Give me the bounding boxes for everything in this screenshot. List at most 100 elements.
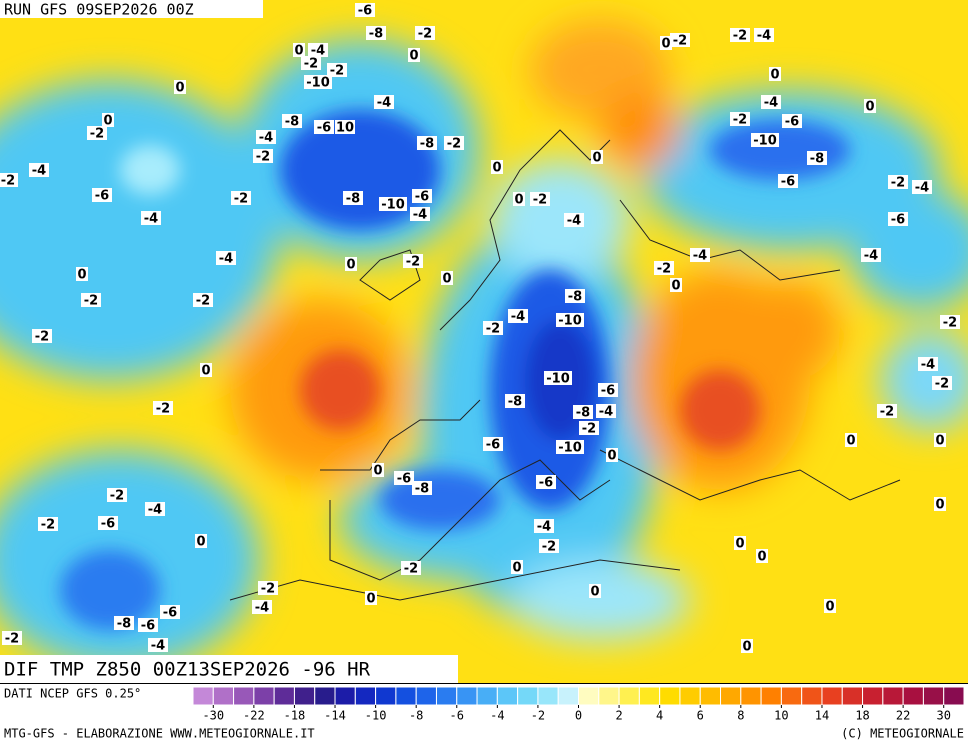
colorbar-swatch [821, 686, 843, 706]
contour-label-box [888, 175, 908, 189]
contour-label: -6 [486, 438, 500, 453]
contour-label-box [412, 481, 432, 495]
colorbar-swatch [293, 686, 316, 706]
contour-label: 0 [935, 434, 944, 449]
colorbar-swatch [862, 686, 884, 706]
colorbar-tick-label: -4 [490, 709, 504, 723]
contour-label: -4 [599, 405, 613, 420]
contour-label-box [174, 80, 186, 94]
contour-label-box [912, 180, 932, 194]
contour-label-box [401, 561, 421, 575]
contour-label: -4 [915, 181, 929, 196]
contour-label: -6 [891, 213, 905, 228]
contour-label-box [932, 376, 952, 390]
contour-label-box [252, 600, 272, 614]
contour-label-box [365, 591, 377, 605]
contour-label: -2 [406, 255, 420, 270]
contour-label: -8 [346, 192, 360, 207]
contour-label: 0 [175, 81, 184, 96]
contour-label: -4 [413, 208, 427, 223]
contour-label-box [598, 383, 618, 397]
colorbar-swatch [314, 686, 336, 706]
colorbar-swatch [801, 686, 823, 706]
contour-label-box [483, 437, 503, 451]
colorbar-swatch [882, 686, 904, 706]
contour-label: 0 [742, 640, 751, 655]
contour-label-box [877, 404, 897, 418]
contour-label-box [81, 293, 101, 307]
contour-label-box [102, 113, 114, 127]
contour-label-box [861, 248, 881, 262]
contour-label: -4 [144, 212, 158, 227]
contour-label-box [660, 36, 672, 50]
contour-label-box [38, 517, 58, 531]
colorbar-swatch [780, 686, 803, 706]
colorbar-swatch [415, 686, 437, 706]
colorbar-swatch [659, 686, 681, 706]
contour-label-box [505, 394, 525, 408]
contour-label: 0 [607, 449, 616, 464]
colorbar-tick-label: -18 [284, 709, 306, 723]
colorbar-swatch [699, 686, 722, 706]
colorbar-swatch [537, 686, 559, 706]
contour-label: -2 [733, 113, 747, 128]
contour-label: -2 [41, 518, 55, 533]
contour-label-box [394, 471, 414, 485]
contour-label-box [888, 212, 908, 226]
colorbar-tick-label: 8 [737, 709, 744, 723]
contour-label-box [87, 126, 107, 140]
contour-label-box [589, 584, 601, 598]
contour-label-box [335, 120, 355, 134]
contour-label-box [345, 257, 357, 271]
colorbar-swatch [679, 686, 701, 706]
contour-label: -8 [285, 115, 299, 130]
contour-label: -8 [568, 290, 582, 305]
contour-label-box [282, 114, 302, 128]
contour-label-box [824, 599, 836, 613]
colorbar-swatch [517, 686, 539, 706]
contour-label-box [308, 43, 328, 57]
contour-label: -2 [533, 193, 547, 208]
contour-label-box [343, 191, 363, 205]
contour-label: 0 [201, 364, 210, 379]
contour-label-box [606, 448, 618, 462]
colorbar-swatch [253, 686, 275, 706]
contour-label: 0 [592, 151, 601, 166]
contour-label: -8 [369, 27, 383, 42]
contour-label-box [934, 497, 946, 511]
contour-label: -8 [117, 617, 131, 632]
contour-label: -8 [576, 406, 590, 421]
contour-label-box [769, 67, 781, 81]
colorbar-swatch [476, 686, 498, 706]
colorbar-tick-label: 22 [896, 709, 910, 723]
contour-label-box [513, 192, 525, 206]
contour-label: -6 [539, 476, 553, 491]
contour-label: -2 [234, 192, 248, 207]
contour-label-box [864, 99, 876, 113]
contour-label-box [141, 211, 161, 225]
colorbar-tick-label: -14 [324, 709, 346, 723]
contour-label: 0 [77, 268, 86, 283]
contour-label-box [92, 188, 112, 202]
contour-label-box [761, 95, 781, 109]
contour-label-box [544, 371, 572, 385]
contour-label: -4 [255, 601, 269, 616]
contour-label: -2 [35, 330, 49, 345]
contour-label-box [145, 502, 165, 516]
contour-label-box [918, 357, 938, 371]
contour-label: -4 [259, 131, 273, 146]
contour-label: -2 [542, 540, 556, 555]
contour-label: 10 [336, 121, 354, 136]
contour-label-box [374, 95, 394, 109]
contour-label-box [301, 56, 321, 70]
contour-label-box [483, 321, 503, 335]
contour-label: 0 [103, 114, 112, 129]
contour-label-box [410, 207, 430, 221]
colorbar-swatch [618, 686, 640, 706]
contour-label-box [782, 114, 802, 128]
contour-label: -2 [657, 262, 671, 277]
title-box [0, 655, 458, 683]
map-title: DIF TMP Z850 00Z13SEP2026 -96 HR [4, 659, 371, 681]
contour-label-box [412, 189, 432, 203]
